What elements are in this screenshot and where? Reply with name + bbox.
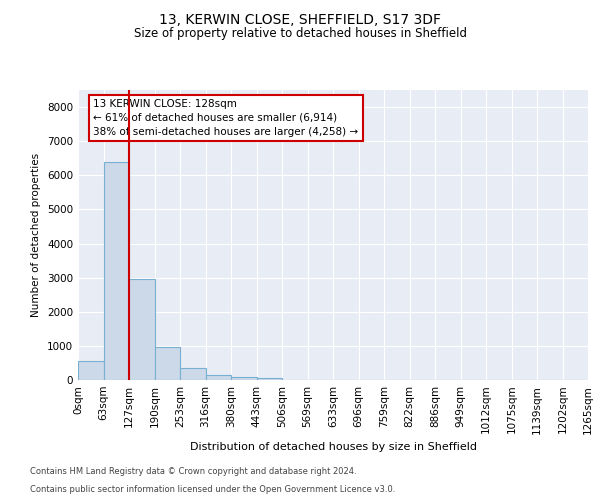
Text: Size of property relative to detached houses in Sheffield: Size of property relative to detached ho… [133, 28, 467, 40]
Bar [257, 378, 282, 380]
Text: 13 KERWIN CLOSE: 128sqm
← 61% of detached houses are smaller (6,914)
38% of semi: 13 KERWIN CLOSE: 128sqm ← 61% of detache… [94, 98, 358, 136]
Text: 13, KERWIN CLOSE, SHEFFIELD, S17 3DF: 13, KERWIN CLOSE, SHEFFIELD, S17 3DF [159, 12, 441, 26]
Bar [78, 361, 104, 380]
Y-axis label: Number of detached properties: Number of detached properties [31, 153, 41, 317]
Text: Contains public sector information licensed under the Open Government Licence v3: Contains public sector information licen… [30, 485, 395, 494]
Bar [129, 280, 155, 380]
Bar [180, 368, 205, 380]
Bar [231, 376, 257, 380]
Text: Distribution of detached houses by size in Sheffield: Distribution of detached houses by size … [190, 442, 476, 452]
Bar [155, 347, 180, 380]
Bar [205, 374, 231, 380]
Bar [104, 162, 129, 380]
Text: Contains HM Land Registry data © Crown copyright and database right 2024.: Contains HM Land Registry data © Crown c… [30, 468, 356, 476]
